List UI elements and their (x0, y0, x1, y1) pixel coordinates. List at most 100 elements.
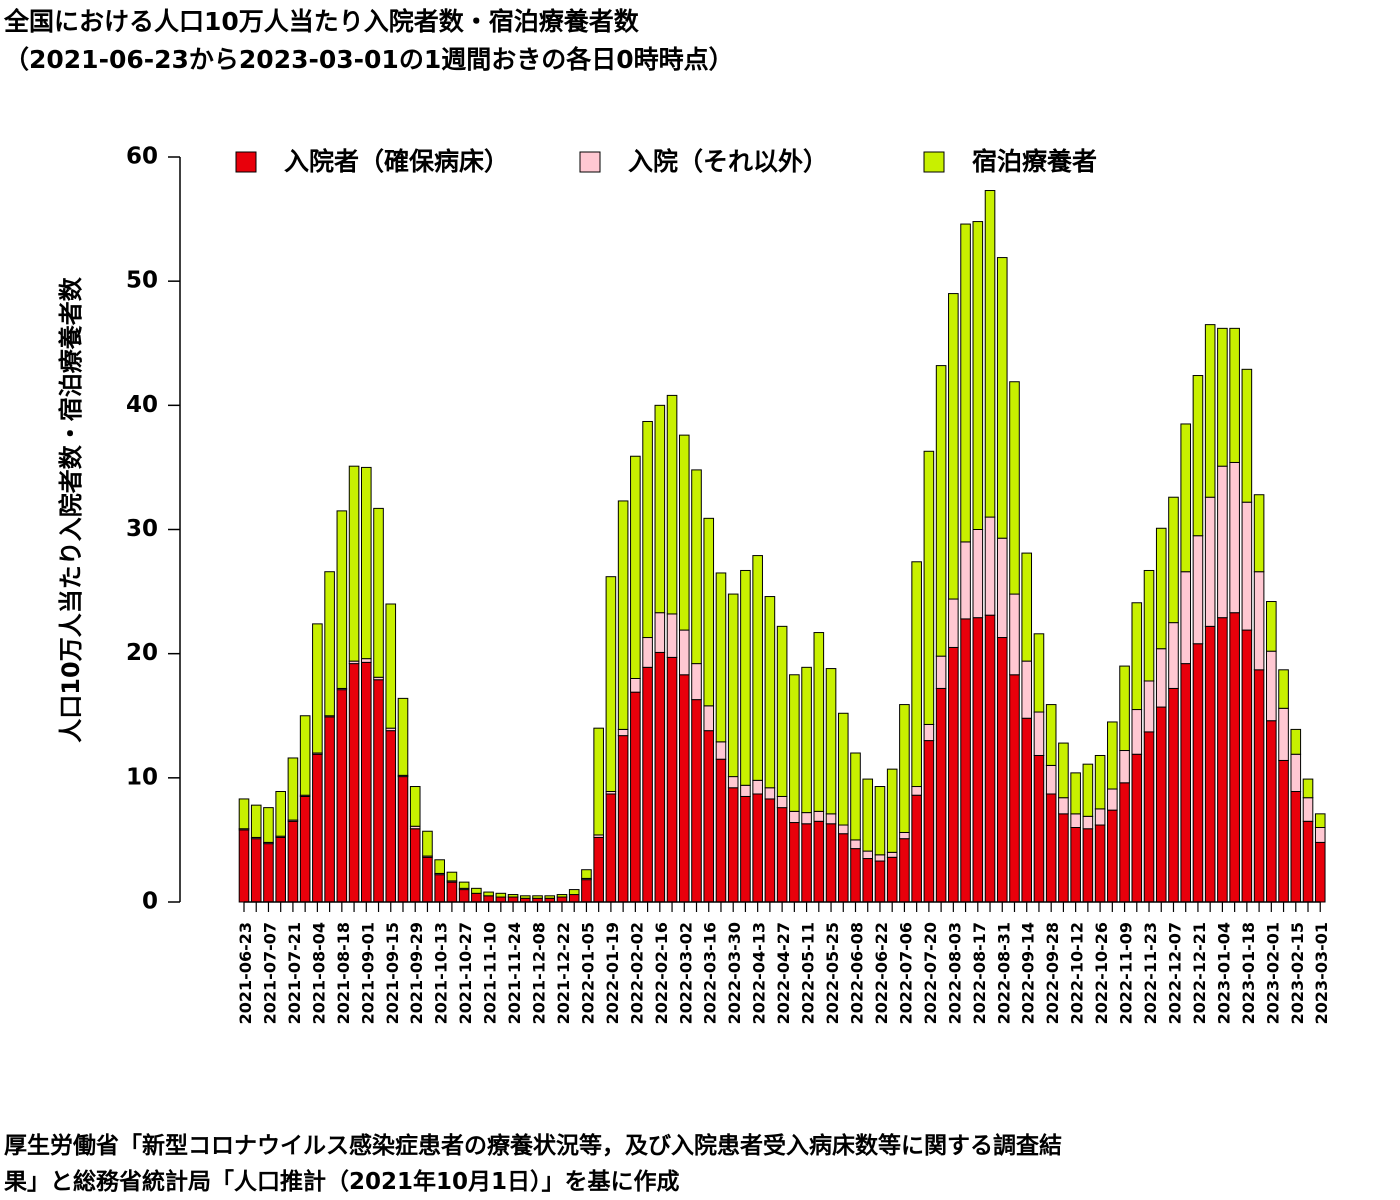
x-tick-label: 2021-09-29 (407, 922, 426, 1024)
x-tick-label: 2022-01-19 (603, 922, 622, 1024)
bar-segment-1 (715, 741, 727, 760)
bar-segment-0 (899, 838, 910, 903)
y-tick-label: 30 (126, 516, 158, 542)
x-tick-label: 2022-08-03 (945, 922, 964, 1024)
bar-segment-2 (1021, 552, 1033, 662)
bar-segment-0 (764, 798, 776, 903)
bar-segment-0 (1241, 629, 1253, 903)
bar-segment-1 (1241, 501, 1253, 631)
bar-segment-0 (605, 793, 617, 903)
bar-segment-2 (825, 668, 837, 815)
bar-segment-2 (1070, 772, 1081, 815)
bar-segment-2 (446, 871, 458, 882)
bar-segment-0 (789, 822, 800, 903)
bar-segment-2 (507, 894, 519, 898)
legend: 入院者（確保病床） 入院（それ以外） 宿泊療養者 (235, 147, 1097, 176)
bar-segment-1 (984, 516, 996, 616)
bar-segment-2 (691, 469, 702, 665)
bar-segment-0 (1204, 625, 1216, 903)
bar-segment-1 (1314, 827, 1326, 843)
bar-segment-1 (1180, 571, 1192, 665)
bar-segment-2 (348, 465, 360, 662)
bar-segment-2 (1217, 327, 1228, 467)
bar-segment-0 (1314, 841, 1326, 903)
chart-subtitle: （2021-06-23から2023-03-01の1週間おきの各日0時時点） (4, 45, 734, 74)
x-tick-label: 2023-03-01 (1312, 922, 1331, 1024)
bar-segment-0 (1290, 790, 1302, 903)
x-tick-label: 2021-07-07 (261, 922, 280, 1024)
x-tick-label: 2022-12-21 (1190, 922, 1209, 1024)
bar-segment-2 (1278, 669, 1289, 709)
bar-segment-2 (666, 394, 678, 615)
bar-segment-0 (1119, 782, 1130, 903)
bar-segment-2 (837, 712, 849, 826)
bar-segment-1 (935, 655, 947, 689)
y-tick-label: 20 (126, 640, 158, 666)
x-tick-label: 2022-03-16 (701, 922, 720, 1024)
bar-segment-0 (972, 617, 984, 903)
bar-segment-2 (1094, 754, 1106, 810)
bar-segment-2 (948, 293, 959, 600)
x-tick-label: 2022-06-08 (848, 922, 867, 1024)
bar-segment-1 (837, 824, 849, 835)
bar-segment-2 (593, 727, 604, 836)
x-tick-label: 2021-10-13 (432, 922, 451, 1024)
bar-segment-1 (1119, 750, 1130, 784)
bar-segment-2 (813, 632, 825, 812)
bar-segment-1 (1168, 622, 1179, 689)
bar-segment-0 (923, 740, 935, 903)
bar-segment-0 (1180, 663, 1192, 903)
bar-segment-0 (1070, 827, 1081, 903)
y-tick-label: 10 (126, 764, 158, 790)
x-tick-label: 2022-06-22 (872, 922, 891, 1024)
bar-segment-0 (238, 829, 250, 903)
bar-segment-2 (642, 420, 653, 639)
bar-segment-2 (336, 510, 348, 689)
bar-segment-2 (996, 257, 1008, 539)
bar-segment-1 (1082, 815, 1094, 830)
legend-label-1: 入院（それ以外） (628, 147, 828, 176)
x-tick-label: 2022-05-25 (823, 922, 842, 1024)
bar-segment-2 (752, 555, 763, 781)
bar-segment-2 (238, 798, 250, 830)
bar-segment-1 (1302, 797, 1314, 822)
bar-segment-2 (935, 365, 947, 657)
bar-segment-2 (275, 790, 286, 837)
x-tick-label: 2022-10-12 (1068, 922, 1087, 1024)
x-tick-label: 2023-01-18 (1239, 922, 1258, 1024)
bar-segment-0 (654, 651, 666, 903)
bar-segment-2 (1266, 601, 1277, 652)
bar-segment-1 (1070, 813, 1081, 829)
bar-segment-1 (960, 541, 971, 620)
bar-segment-1 (1094, 808, 1106, 826)
bar-segment-1 (862, 850, 874, 860)
x-tick-label: 2023-02-01 (1263, 922, 1282, 1024)
bar-segment-0 (666, 656, 678, 903)
bar-segment-1 (948, 598, 959, 648)
x-tick-label: 2022-03-30 (725, 922, 744, 1024)
x-tick-label: 2021-11-10 (481, 922, 500, 1024)
bar-segment-1 (752, 779, 763, 795)
x-tick-label: 2022-04-13 (750, 922, 769, 1024)
source-note-line2: 果」と総務省統計局「人口推計（2021年10月1日）」を基に作成 (4, 1169, 680, 1195)
bar-segment-0 (984, 614, 996, 903)
legend-swatch-0 (235, 151, 257, 173)
bar-segment-0 (1094, 824, 1106, 903)
y-tick-label: 50 (126, 268, 158, 294)
bar-segment-2 (801, 666, 812, 814)
bar-segment-0 (458, 889, 470, 903)
bar-segment-1 (996, 537, 1008, 639)
y-tick-label: 60 (126, 144, 158, 170)
bar-segment-2 (703, 517, 715, 707)
bar-segment-0 (691, 699, 702, 903)
bar-segment-0 (409, 828, 421, 903)
bar-segment-0 (935, 687, 947, 903)
bar-segment-2 (740, 569, 751, 786)
bar-segment-1 (801, 812, 812, 825)
x-tick-label: 2021-09-15 (383, 922, 402, 1024)
bar-segment-2 (960, 223, 971, 543)
x-tick-label: 2022-04-27 (774, 922, 793, 1024)
bar-segment-0 (568, 894, 580, 903)
x-tick-label: 2022-02-02 (627, 922, 646, 1024)
